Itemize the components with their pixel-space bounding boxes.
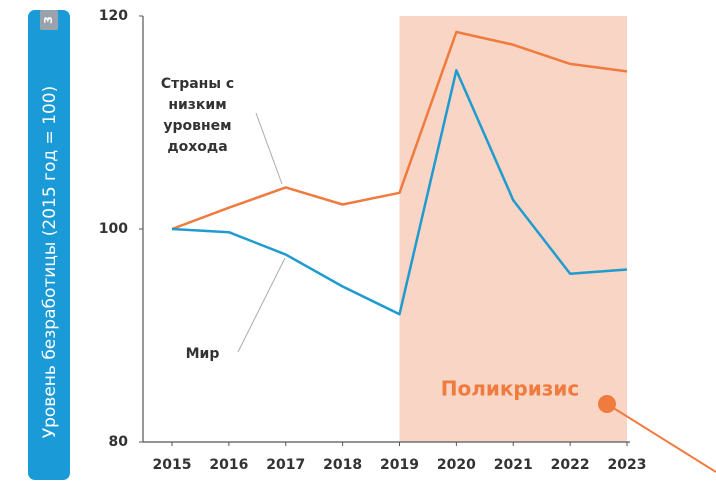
footnote-ref: 3 [42,16,55,24]
series-label: Страны с низким уровнем дохода [160,76,235,155]
leader-line [237,257,286,353]
y-tick-label: 120 [99,8,128,24]
y-axis-label: Уровень безработицы (2015 год = 100) [40,86,60,439]
x-tick-label: 2023 [608,457,647,473]
region-label: Поликризис [441,377,580,401]
leader-line [255,112,283,185]
series-line [171,69,628,316]
x-tick-label: 2017 [266,457,305,473]
x-tick-label: 2016 [209,457,248,473]
series-line [171,30,628,231]
series-label: Мир [185,346,220,362]
x-tick-label: 2022 [551,457,590,473]
y-tick-label: 80 [109,434,129,450]
x-tick-label: 2015 [153,457,192,473]
x-tick-label: 2018 [323,457,362,473]
x-tick-label: 2020 [437,457,476,473]
callout-dot [598,395,616,413]
x-tick-label: 2021 [494,457,533,473]
note-box [40,10,58,30]
x-tick-label: 2019 [380,457,419,473]
ylabel-box [28,10,70,480]
y-tick-label: 100 [99,221,128,237]
callout-line [606,403,716,473]
